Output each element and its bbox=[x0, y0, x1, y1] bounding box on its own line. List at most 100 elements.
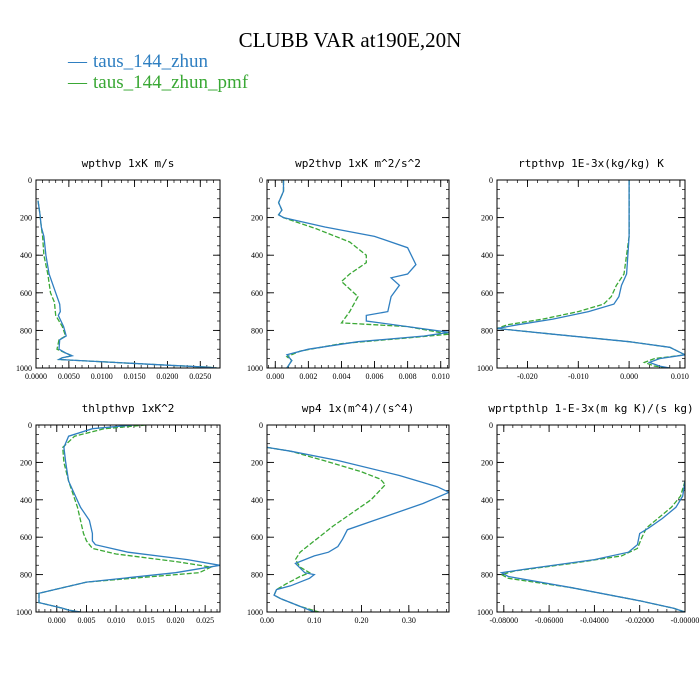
y-tick-label: 200 bbox=[251, 214, 263, 223]
y-tick-label: 600 bbox=[481, 289, 493, 298]
y-tick-label: 200 bbox=[20, 214, 32, 223]
y-tick-label: 200 bbox=[481, 458, 493, 467]
x-tick-label: 0.0150 bbox=[124, 372, 146, 381]
y-tick-label: 200 bbox=[481, 214, 493, 223]
y-tick-label: 800 bbox=[20, 326, 32, 335]
y-tick-label: 1000 bbox=[247, 608, 263, 617]
y-tick-label: 800 bbox=[251, 571, 263, 580]
series-line-zhun bbox=[38, 425, 220, 612]
y-tick-label: 1000 bbox=[16, 364, 32, 373]
series-line-zhun-pmf bbox=[277, 180, 449, 368]
panel-4: thlpthvp 1xK^2 0.000 0.005 0.010 0.015 0.020 0… bbox=[16, 402, 221, 625]
y-tick-label: 0 bbox=[28, 421, 32, 430]
plot-frame bbox=[266, 179, 450, 369]
panel-title: wp2thvp 1xK m^2/s^2 bbox=[295, 157, 421, 170]
x-tick-label: 0.004 bbox=[332, 372, 350, 381]
x-tick-label: -0.010 bbox=[568, 372, 589, 381]
y-tick-label: 400 bbox=[251, 496, 263, 505]
y-tick-label: 1000 bbox=[16, 608, 32, 617]
y-tick-label: 600 bbox=[20, 289, 32, 298]
plot-frame bbox=[266, 424, 450, 613]
x-tick-label: 0.0100 bbox=[91, 372, 113, 381]
x-tick-label: -0.04000 bbox=[580, 616, 609, 625]
legend-line-1: — bbox=[68, 51, 87, 72]
plot-frame bbox=[496, 179, 686, 369]
panel-title: wprtpthlp 1-E-3x(m kg K)/(s kg) bbox=[488, 402, 693, 415]
x-tick-label: 0.10 bbox=[307, 616, 321, 625]
x-tick-label: -0.08000 bbox=[489, 616, 518, 625]
y-tick-label: 400 bbox=[251, 251, 263, 260]
y-tick-label: 600 bbox=[481, 533, 493, 542]
panel-title: thlpthvp 1xK^2 bbox=[82, 402, 175, 415]
x-tick-label: 0.025 bbox=[196, 616, 214, 625]
panel-3: rtpthvp 1E-3x(kg/kg) K -0.020 -0.010 0.000 0… bbox=[477, 157, 689, 381]
y-tick-label: 400 bbox=[481, 496, 493, 505]
plot-frame bbox=[496, 424, 686, 613]
panel-6: wprtpthlp 1-E-3x(m kg K)/(s kg) -0.08000 -… bbox=[477, 402, 699, 625]
y-tick-label: 800 bbox=[20, 571, 32, 580]
x-tick-label: 0.015 bbox=[137, 616, 155, 625]
x-tick-label: 0.20 bbox=[355, 616, 369, 625]
series-line-zhun-pmf bbox=[37, 200, 217, 368]
x-tick-label: 0.000 bbox=[48, 616, 66, 625]
series-line-zhun bbox=[277, 180, 449, 368]
x-tick-label: 0.0000 bbox=[25, 372, 47, 381]
y-tick-label: 800 bbox=[251, 326, 263, 335]
x-tick-label: 0.020 bbox=[166, 616, 184, 625]
y-tick-label: 400 bbox=[20, 496, 32, 505]
x-tick-label: 0.00 bbox=[260, 616, 274, 625]
x-tick-label: 0.008 bbox=[399, 372, 417, 381]
series-line-zhun bbox=[37, 200, 217, 368]
x-tick-label: 0.010 bbox=[107, 616, 125, 625]
series-line-zhun-pmf bbox=[38, 425, 214, 612]
x-tick-label: 0.30 bbox=[402, 616, 416, 625]
x-tick-label: 0.002 bbox=[299, 372, 317, 381]
y-tick-label: 0 bbox=[28, 176, 32, 185]
legend-line-2: — bbox=[68, 72, 87, 93]
y-tick-label: 0 bbox=[489, 176, 493, 185]
x-tick-label: -0.06000 bbox=[535, 616, 564, 625]
panel-title: wpthvp 1xK m/s bbox=[82, 157, 175, 170]
x-tick-label: 0.010 bbox=[671, 372, 689, 381]
series-line-zhun-pmf bbox=[497, 180, 685, 368]
y-tick-label: 400 bbox=[20, 251, 32, 260]
panel-title: rtpthvp 1E-3x(kg/kg) K bbox=[518, 157, 664, 170]
x-tick-label: -0.020 bbox=[517, 372, 538, 381]
x-tick-label: 0.0050 bbox=[58, 372, 80, 381]
y-tick-label: 800 bbox=[481, 326, 493, 335]
panel-2: wp2thvp 1xK m^2/s^2 0.000 0.002 0.004 0.006 0… bbox=[247, 157, 450, 381]
y-tick-label: 0 bbox=[259, 176, 263, 185]
y-tick-label: 200 bbox=[20, 458, 32, 467]
plot-frame bbox=[35, 424, 221, 613]
series-line-zhun bbox=[267, 446, 449, 612]
x-tick-label: -0.02000 bbox=[625, 616, 654, 625]
x-tick-label: 0.010 bbox=[432, 372, 450, 381]
y-tick-label: 600 bbox=[251, 533, 263, 542]
y-tick-label: 400 bbox=[481, 251, 493, 260]
legend-label-2: taus_144_zhun_pmf bbox=[93, 72, 249, 93]
y-tick-label: 600 bbox=[251, 289, 263, 298]
panel-title: wp4 1x(m^4)/(s^4) bbox=[302, 402, 415, 415]
legend-entry-2: — taus_144_zhun_pmf bbox=[68, 72, 248, 94]
legend-label-1: taus_144_zhun bbox=[93, 51, 209, 72]
series-line-zhun bbox=[499, 481, 685, 612]
y-tick-label: 0 bbox=[259, 421, 263, 430]
y-tick-label: 200 bbox=[251, 458, 263, 467]
panel-5: wp4 1x(m^4)/(s^4) 0.00 0.10 0.20 0.30 0 200 400… bbox=[247, 402, 450, 625]
x-tick-label: 0.005 bbox=[77, 616, 95, 625]
x-tick-label: 0.000 bbox=[266, 372, 284, 381]
x-tick-label: 0.006 bbox=[366, 372, 384, 381]
x-tick-label: 0.0200 bbox=[156, 372, 178, 381]
plot-frame bbox=[35, 179, 221, 369]
figure-title: CLUBB VAR at190E,20N bbox=[238, 28, 462, 52]
y-tick-label: 800 bbox=[481, 571, 493, 580]
y-tick-label: 1000 bbox=[477, 608, 493, 617]
x-tick-label: 0.000 bbox=[620, 372, 638, 381]
y-tick-label: 600 bbox=[20, 533, 32, 542]
legend-entry-1: — taus_144_zhun bbox=[68, 51, 208, 73]
x-tick-label: -0.00000 bbox=[671, 616, 700, 625]
y-tick-label: 0 bbox=[489, 421, 493, 430]
series-line-zhun bbox=[497, 180, 685, 368]
panel-1: wpthvp 1xK m/s 0.0000 0.0050 0.0100 0.0150 0.… bbox=[16, 157, 221, 381]
